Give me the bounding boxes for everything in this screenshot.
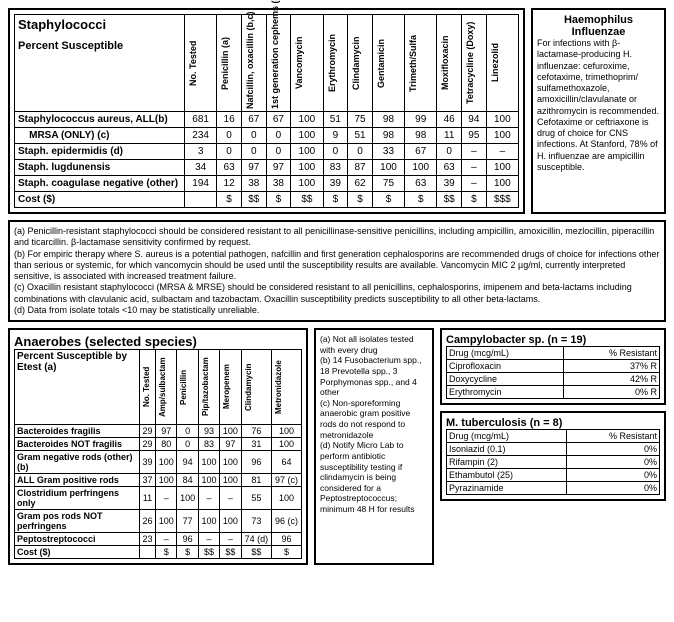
row-label: Gram pos rods NOT perfringens [15, 510, 140, 533]
row-label: Clostridium perfringens only [15, 487, 140, 510]
val: 0% R [564, 386, 660, 399]
drug: Erythromycin [447, 386, 564, 399]
cell: 681 [185, 112, 217, 128]
header: % Resistant [564, 347, 660, 360]
mtb-title: M. tuberculosis (n = 8) [446, 417, 660, 429]
note-d: (d) Data from isolate totals <10 may be … [14, 305, 660, 316]
row-label: Peptostreptococci [15, 533, 140, 546]
drug: Ethambutol (25) [447, 469, 567, 482]
col-header: Clindamycin [351, 17, 361, 109]
col-header: Clindamycin [244, 351, 253, 423]
anaerobes-title: Anaerobes (selected species) [14, 334, 302, 349]
col-header: Amp/sulbactam [158, 351, 167, 423]
col-header: Nafcillin, oxacillin (b,c) [245, 17, 255, 109]
row-label: Bacteroides fragilis [15, 425, 140, 438]
val: 0% [567, 469, 660, 482]
anote-a: (a) Not all isolates tested with every d… [320, 334, 428, 355]
mtb-table: Drug (mcg/mL)% Resistant Isoniazid (0.1)… [446, 429, 660, 495]
campylo-title: Campylobacter sp. (n = 19) [446, 334, 660, 346]
row-label: Staph. epidermidis (d) [15, 144, 185, 160]
mtb-box: M. tuberculosis (n = 8) Drug (mcg/mL)% R… [440, 411, 666, 501]
col-header: Vancomycin [294, 17, 304, 109]
haemophilus-body: For infections with β-lactamase-producin… [537, 38, 660, 173]
anaerobes-table: Percent Susceptible by Etest (a) No. Tes… [14, 349, 302, 559]
row-label: ALL Gram positive rods [15, 474, 140, 487]
col-header: Meropenem [222, 351, 231, 423]
val: 37% R [564, 360, 660, 373]
staph-title: Staphylococci [18, 17, 181, 32]
staph-subtitle: Percent Susceptible [18, 40, 181, 52]
anote-b: (b) 14 Fusobacterium spp., 18 Prevotella… [320, 355, 428, 398]
note-c: (c) Oxacillin resistant staphylococci (M… [14, 282, 660, 305]
header: % Resistant [567, 430, 660, 443]
col-header: Trimeth/Sulfa [408, 17, 418, 109]
row-label: Staph. lugdunensis [15, 160, 185, 176]
campylo-box: Campylobacter sp. (n = 19) Drug (mcg/mL)… [440, 328, 666, 405]
row-label: MRSA (ONLY) (c) [15, 128, 185, 144]
row-label: Cost ($) [15, 192, 185, 208]
col-header: Metronidazole [274, 351, 283, 423]
anaerobes-subtitle: Percent Susceptible by Etest (a) [17, 351, 137, 373]
col-header: Erythromycin [327, 17, 337, 109]
header: Drug (mcg/mL) [447, 347, 564, 360]
drug: Rifampin (2) [447, 456, 567, 469]
note-b: (b) For empiric therapy where S. aureus … [14, 249, 660, 283]
anaerobe-notes-box: (a) Not all isolates tested with every d… [314, 328, 434, 565]
anote-c: (c) Non-sporeforming anaerobic gram posi… [320, 398, 428, 441]
val: 0% [567, 456, 660, 469]
col-header: No. Tested [188, 17, 198, 109]
header: Drug (mcg/mL) [447, 430, 567, 443]
drug: Doxycycline [447, 373, 564, 386]
row-label: Staph. coagulase negative (other) [15, 176, 185, 192]
col-header: 1st generation cephems (c) [270, 17, 280, 109]
haemophilus-title: Haemophilus Influenzae [537, 14, 660, 38]
col-header: No. Tested [142, 351, 151, 423]
col-header: Linezolid [490, 17, 500, 109]
campylo-table: Drug (mcg/mL)% Resistant Ciprofloxacin37… [446, 346, 660, 399]
val: 0% [567, 482, 660, 495]
staph-table: Staphylococci Percent Susceptible No. Te… [14, 14, 519, 208]
row-label: Cost ($) [15, 546, 140, 559]
drug: Isoniazid (0.1) [447, 443, 567, 456]
staph-notes-box: (a) Penicillin-resistant staphylococci s… [8, 220, 666, 322]
staph-table-box: Staphylococci Percent Susceptible No. Te… [8, 8, 525, 214]
note-a: (a) Penicillin-resistant staphylococci s… [14, 226, 660, 249]
row-label: Gram negative rods (other) (b) [15, 451, 140, 474]
haemophilus-box: Haemophilus Influenzae For infections wi… [531, 8, 666, 214]
col-header: Penicillin (a) [220, 17, 230, 109]
drug: Pyrazinamide [447, 482, 567, 495]
val: 42% R [564, 373, 660, 386]
col-header: Penicillin [179, 351, 188, 423]
anote-d: (d) Notify Micro Lab to perform antibiot… [320, 440, 428, 514]
drug: Ciprofloxacin [447, 360, 564, 373]
anaerobes-box: Anaerobes (selected species) Percent Sus… [8, 328, 308, 565]
col-header: Moxifloxacin [440, 17, 450, 109]
col-header: Tetracycline (Doxy) [465, 17, 475, 109]
row-label: Bacteroides NOT fragilis [15, 438, 140, 451]
row-label: Staphylococcus aureus, ALL(b) [15, 112, 185, 128]
col-header: Gentamicin [376, 17, 386, 109]
val: 0% [567, 443, 660, 456]
col-header: Pip/tazobactam [201, 351, 210, 423]
